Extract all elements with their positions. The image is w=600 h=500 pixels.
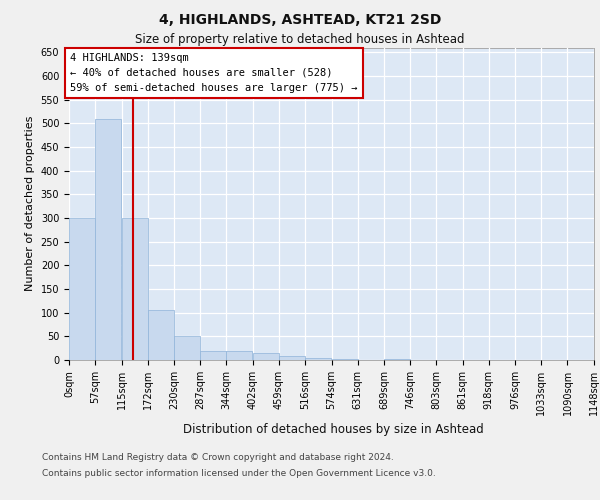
Bar — [95, 118, 121, 360]
Text: Size of property relative to detached houses in Ashtead: Size of property relative to detached ho… — [135, 32, 465, 46]
Text: Contains HM Land Registry data © Crown copyright and database right 2024.: Contains HM Land Registry data © Crown c… — [42, 454, 394, 462]
Text: Contains public sector information licensed under the Open Government Licence v3: Contains public sector information licen… — [42, 468, 436, 477]
Bar — [384, 359, 410, 360]
Bar — [148, 310, 174, 360]
Bar — [200, 352, 226, 360]
Bar — [253, 353, 279, 360]
Y-axis label: Number of detached properties: Number of detached properties — [25, 116, 35, 292]
Bar — [226, 352, 253, 360]
Bar — [305, 358, 331, 360]
Bar — [174, 336, 200, 360]
Text: 4, HIGHLANDS, ASHTEAD, KT21 2SD: 4, HIGHLANDS, ASHTEAD, KT21 2SD — [159, 12, 441, 26]
Bar — [331, 358, 358, 360]
Text: Distribution of detached houses by size in Ashtead: Distribution of detached houses by size … — [182, 422, 484, 436]
Bar — [122, 218, 148, 360]
Bar — [279, 356, 305, 360]
Bar — [69, 218, 95, 360]
Text: 4 HIGHLANDS: 139sqm
← 40% of detached houses are smaller (528)
59% of semi-detac: 4 HIGHLANDS: 139sqm ← 40% of detached ho… — [70, 53, 358, 93]
